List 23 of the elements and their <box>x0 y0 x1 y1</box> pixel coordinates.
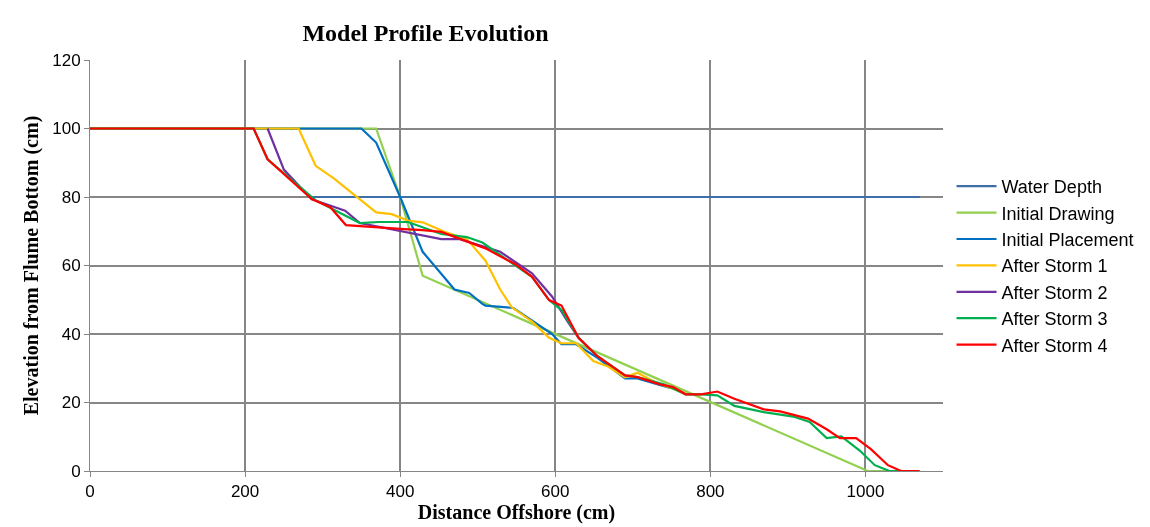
y-tick-label: 120 <box>52 50 81 70</box>
x-tick-label: 1000 <box>846 482 885 502</box>
y-tick-label: 60 <box>61 256 81 276</box>
legend-label: Initial Drawing <box>1001 203 1115 224</box>
chart-title: Model Profile Evolution <box>302 19 549 46</box>
x-tick-label: 800 <box>696 482 725 502</box>
legend-label: After Storm 3 <box>1001 309 1108 330</box>
y-axis-title: Elevation from Flume Bottom (cm) <box>19 115 43 416</box>
y-tick-label: 80 <box>61 187 81 207</box>
y-tick-label: 100 <box>52 119 81 139</box>
y-tick-label: 0 <box>71 461 81 481</box>
x-tick-label: 400 <box>385 482 415 502</box>
legend-label: After Storm 2 <box>1001 282 1108 303</box>
legend-label: Water Depth <box>1001 177 1102 198</box>
x-axis-title: Distance Offshore (cm) <box>417 501 616 525</box>
legend-label: After Storm 1 <box>1001 256 1108 277</box>
legend-label: Initial Placement <box>1001 230 1134 251</box>
y-tick-label: 40 <box>61 324 81 344</box>
y-tick-label: 20 <box>61 393 81 413</box>
legend-label: After Storm 4 <box>1001 335 1108 356</box>
x-tick-label: 200 <box>230 482 260 502</box>
x-tick-label: 0 <box>85 482 95 502</box>
x-tick-label: 600 <box>541 482 570 502</box>
